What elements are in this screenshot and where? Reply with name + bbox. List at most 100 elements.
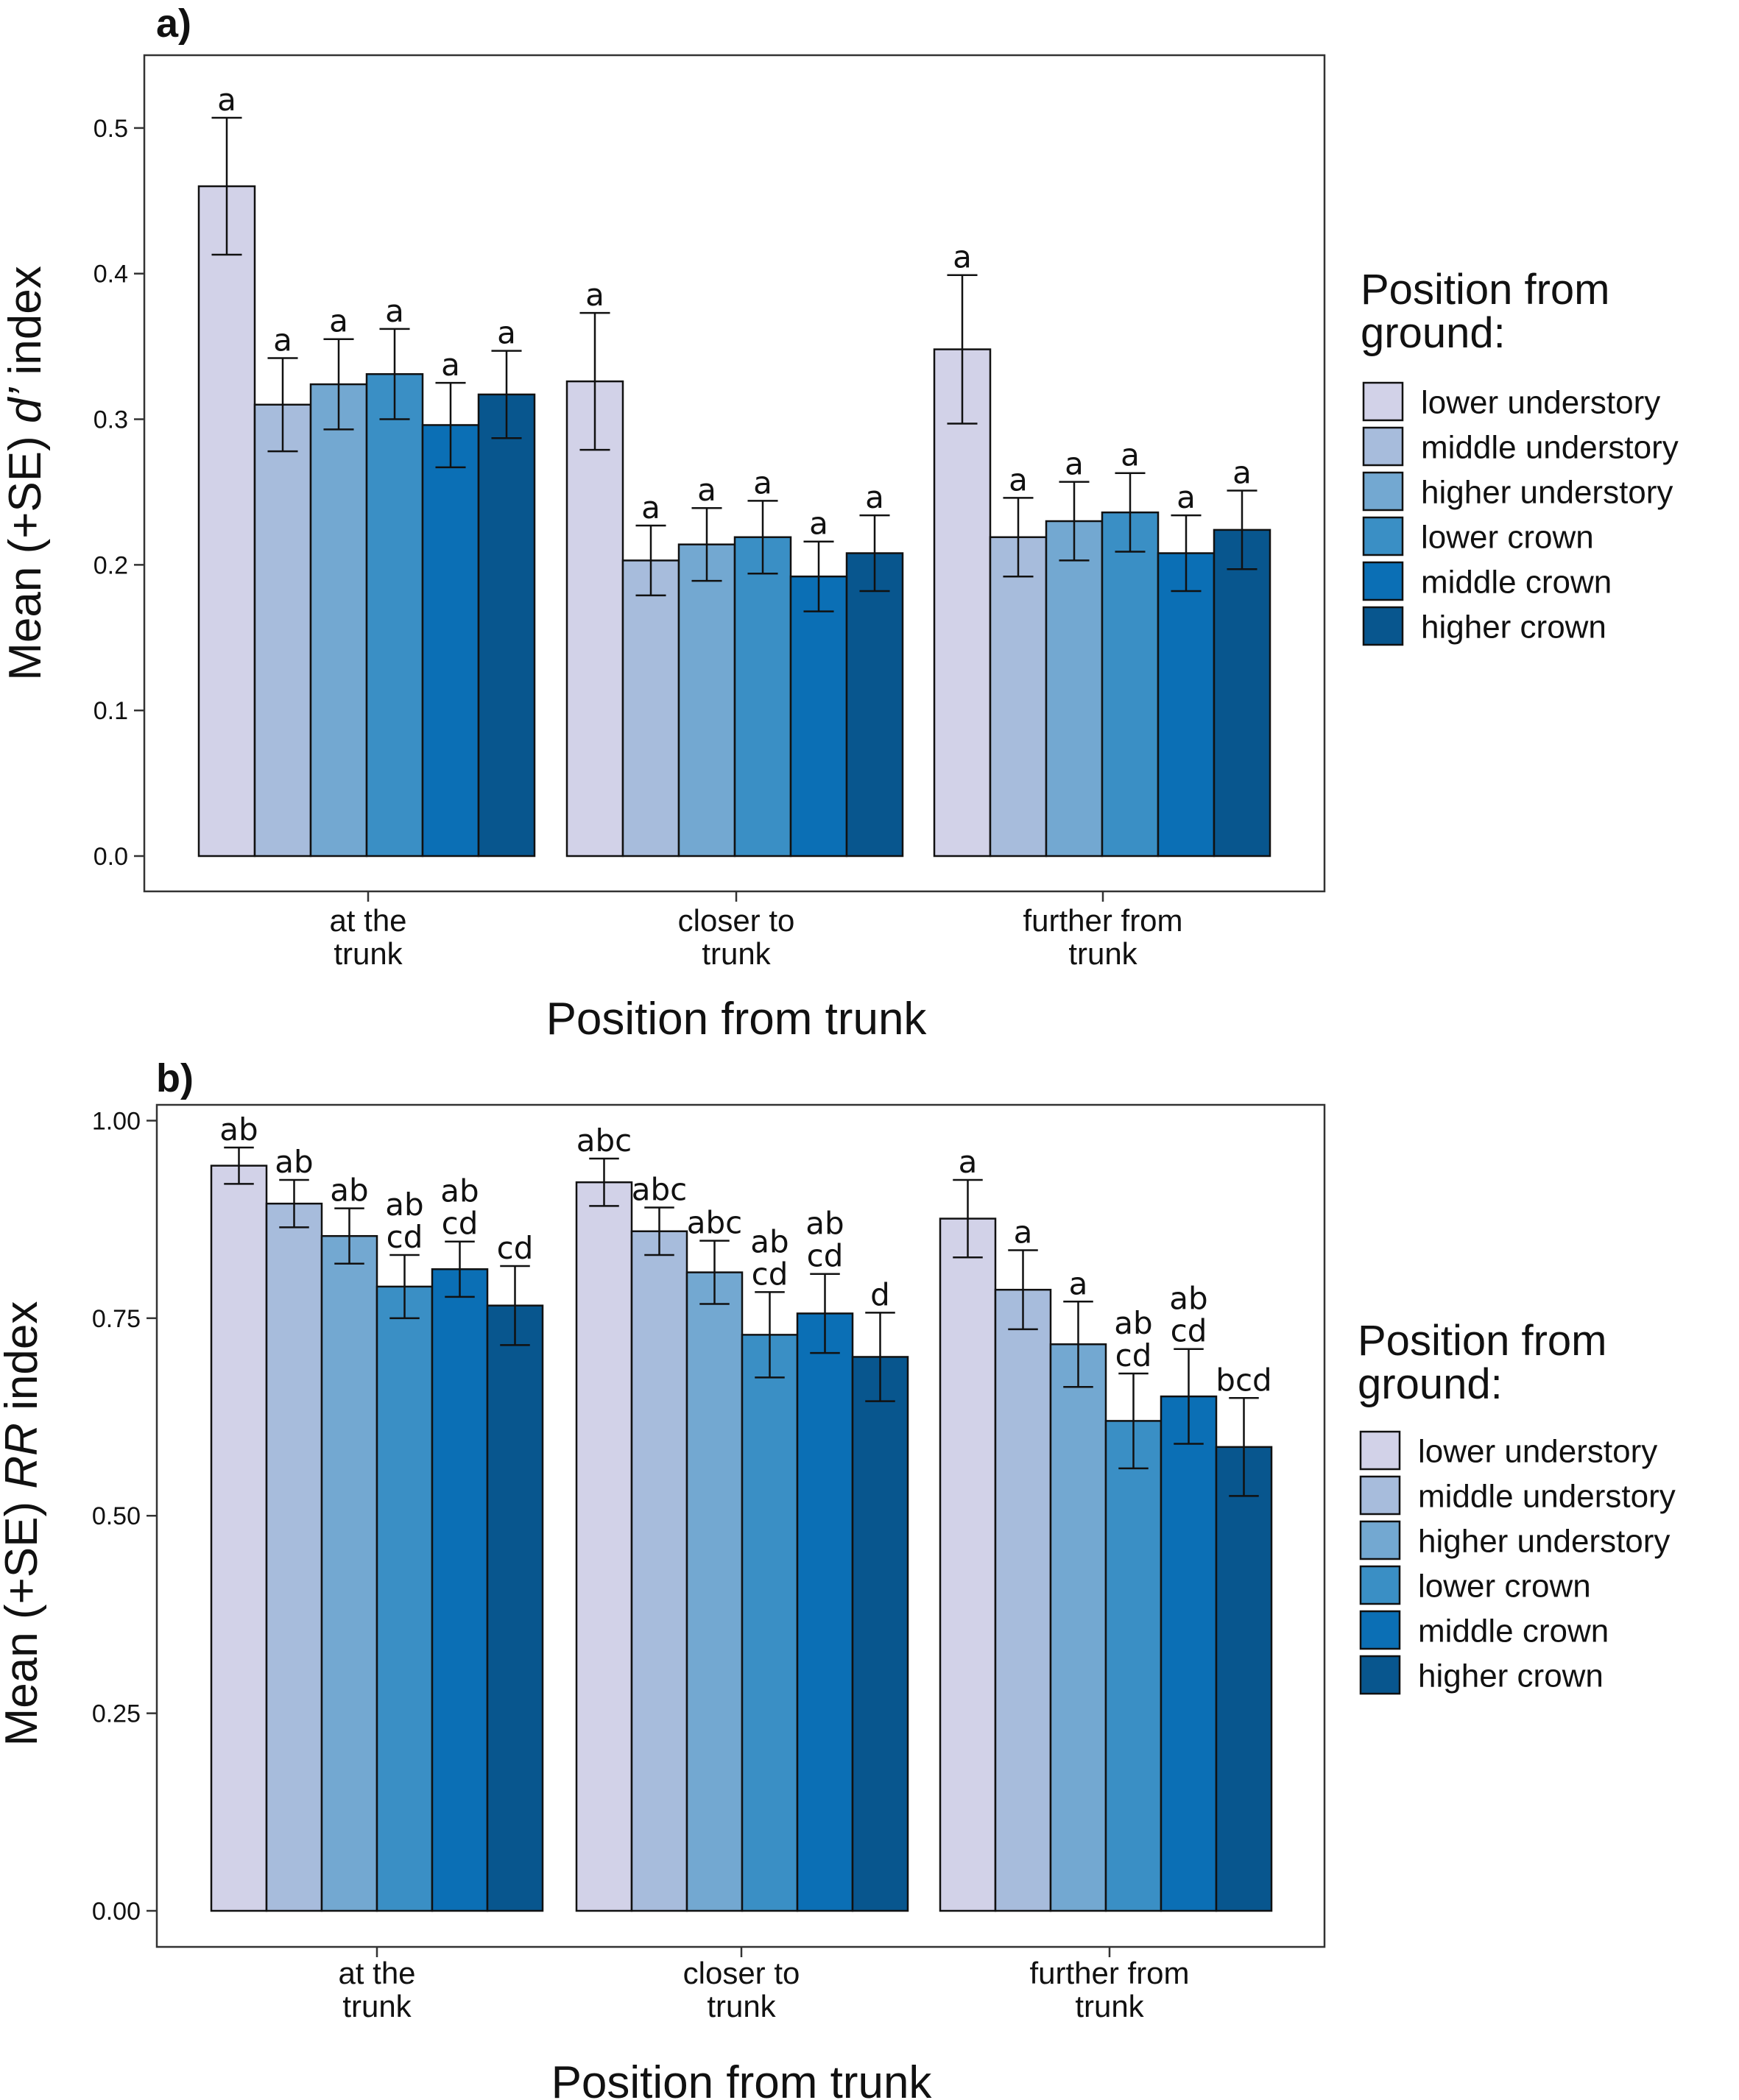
significance-letter: cd xyxy=(442,1206,479,1242)
bar xyxy=(477,393,536,858)
bar xyxy=(375,1285,434,1912)
significance-letter: a xyxy=(441,347,460,383)
bar xyxy=(365,372,424,858)
significance-letter: ab xyxy=(1169,1281,1207,1317)
legend-label: middle crown xyxy=(1421,565,1612,601)
significance-letter: a xyxy=(641,489,660,526)
bar xyxy=(265,1202,323,1912)
panel-label: b) xyxy=(156,1056,194,1100)
legend-label: lower crown xyxy=(1421,520,1594,556)
bar xyxy=(197,185,256,858)
legend-swatch xyxy=(1359,1610,1401,1650)
bar xyxy=(486,1304,544,1912)
x-tick-label: at the xyxy=(329,903,406,938)
y-axis-label: Mean (+SE) RR index xyxy=(0,1301,47,1747)
legend-swatch xyxy=(1362,516,1404,556)
panel-b: b) 0.00 0.25 0.50 0.75 1.00 Mean (+SE) RR inde… xyxy=(0,1056,1676,2100)
y-tick-label: 0.5 xyxy=(94,115,128,143)
significance-letter: abc xyxy=(687,1205,743,1241)
x-tick-label: trunk xyxy=(1075,1989,1144,2023)
bar xyxy=(253,403,312,858)
significance-letter: a xyxy=(217,82,236,118)
significance-letter: a xyxy=(585,277,604,313)
significance-letter: a xyxy=(1177,479,1196,515)
y-tick-label: 0.25 xyxy=(92,1700,141,1728)
legend-swatch xyxy=(1362,471,1404,512)
significance-letter: a xyxy=(329,303,348,339)
bar xyxy=(630,1230,688,1912)
bar xyxy=(309,383,368,858)
bar xyxy=(733,536,792,858)
y-axis-label-part: index xyxy=(0,266,51,387)
bar xyxy=(431,1268,489,1912)
significance-letter: cd xyxy=(497,1230,534,1266)
bar xyxy=(1157,552,1216,858)
bar xyxy=(320,1234,378,1912)
x-tick-label: further from xyxy=(1023,903,1182,938)
y-tick-label: 0.75 xyxy=(92,1305,141,1333)
bar xyxy=(933,348,992,858)
bar xyxy=(421,424,480,858)
legend-swatch xyxy=(1359,1475,1401,1516)
y-axis-label-part: d’ xyxy=(0,387,51,423)
bar xyxy=(741,1334,799,1912)
significance-letter: a xyxy=(497,315,516,351)
legend-label: lower understory xyxy=(1418,1434,1657,1470)
y-axis-label: Mean (+SE) d’ index xyxy=(0,266,51,680)
x-tick-label: trunk xyxy=(1068,936,1137,971)
significance-letter: a xyxy=(865,479,884,515)
bar xyxy=(1045,520,1104,858)
significance-letter: a xyxy=(385,293,404,329)
y-tick-label: 0.4 xyxy=(94,261,128,289)
significance-letter: ab xyxy=(1114,1305,1152,1341)
x-tick-label: trunk xyxy=(707,1989,776,2023)
x-tick-label: further from xyxy=(1029,1956,1189,1990)
x-tick-label: trunk xyxy=(334,936,403,971)
bar xyxy=(1104,1420,1163,1912)
y-axis-label-part: index xyxy=(0,1301,47,1423)
significance-letter: a xyxy=(1065,446,1084,482)
bar xyxy=(1213,528,1271,858)
significance-letter: abc xyxy=(632,1172,688,1208)
legend-label: higher crown xyxy=(1421,609,1606,646)
y-tick-label: 1.00 xyxy=(92,1107,141,1135)
y-tick-label: 0.2 xyxy=(94,551,128,579)
y-tick-label: 0.50 xyxy=(92,1502,141,1530)
bar xyxy=(796,1312,854,1912)
significance-letter: ab xyxy=(805,1206,844,1242)
legend-label: middle crown xyxy=(1418,1613,1609,1650)
significance-letter: bcd xyxy=(1216,1362,1271,1398)
bar xyxy=(989,536,1048,858)
bar xyxy=(575,1181,633,1912)
bar xyxy=(939,1217,997,1912)
significance-letter: a xyxy=(1232,454,1252,490)
y-tick-label: 0.3 xyxy=(94,406,128,434)
legend-swatch xyxy=(1359,1520,1401,1560)
y-tick-label: 0.0 xyxy=(94,843,128,871)
legend-swatch xyxy=(1362,561,1404,601)
bar xyxy=(1215,1446,1273,1912)
x-tick-label: closer to xyxy=(683,1956,800,1990)
x-tick-label: trunk xyxy=(342,1989,412,2023)
significance-letter: a xyxy=(953,239,972,275)
significance-letter: ab xyxy=(330,1173,368,1209)
bar xyxy=(210,1164,268,1912)
legend-label: higher crown xyxy=(1418,1658,1604,1694)
significance-letter: a xyxy=(809,506,828,542)
significance-letter: a xyxy=(753,464,772,501)
legend-label: lower crown xyxy=(1418,1569,1591,1605)
x-tick-label: trunk xyxy=(702,936,771,971)
bar xyxy=(789,575,848,858)
legend-title: ground: xyxy=(1358,1360,1503,1408)
legend-label: higher understory xyxy=(1421,475,1673,511)
panel-label: a) xyxy=(156,1,191,46)
x-axis-label: Position from trunk xyxy=(546,994,928,1044)
y-axis-label-part: Mean (+SE) xyxy=(0,1489,47,1747)
bar xyxy=(565,380,624,858)
bar xyxy=(994,1288,1052,1912)
bar xyxy=(845,552,904,858)
y-tick-label: 0.00 xyxy=(92,1898,141,1926)
significance-letter: abc xyxy=(576,1123,632,1159)
significance-letter: a xyxy=(1014,1215,1033,1251)
